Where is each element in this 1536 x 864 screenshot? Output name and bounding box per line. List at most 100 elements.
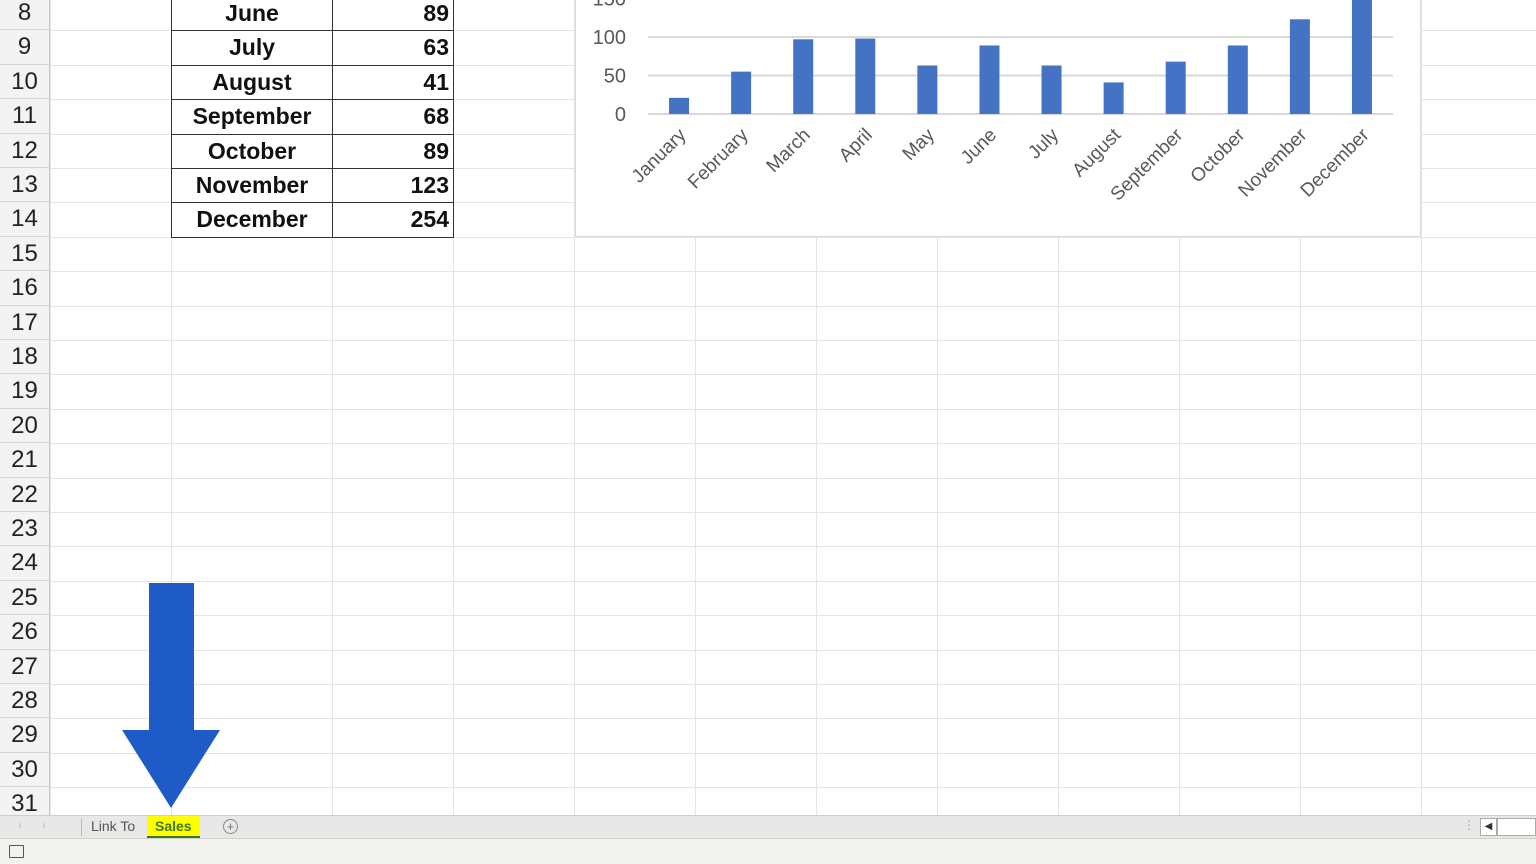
macro-record-icon[interactable] bbox=[9, 845, 24, 858]
column-gridline bbox=[171, 0, 172, 815]
column-gridline bbox=[1300, 0, 1301, 815]
y-tick-label: 100 bbox=[593, 27, 626, 49]
row-gridline bbox=[50, 408, 1536, 410]
row-header[interactable]: 12 bbox=[0, 133, 50, 168]
spreadsheet-grid[interactable]: 8 9 10 11 12 13 14 15 16 17 18 19 20 21 22 23 24 25 26 27 28… bbox=[0, 0, 1536, 815]
row-gridline bbox=[50, 684, 1536, 685]
chevron-right-icon[interactable]: › bbox=[42, 818, 46, 832]
row-header[interactable]: 16 bbox=[0, 271, 50, 306]
row-header[interactable]: 31 bbox=[0, 787, 50, 815]
bar bbox=[1103, 82, 1124, 114]
value-cell[interactable]: 254 bbox=[332, 202, 454, 238]
month-cell[interactable]: August bbox=[171, 64, 333, 101]
row-header[interactable]: 30 bbox=[0, 752, 50, 788]
bar bbox=[979, 45, 1000, 114]
month-cell[interactable]: September bbox=[171, 99, 333, 135]
row-header[interactable]: 27 bbox=[0, 649, 50, 684]
x-tick-label: October bbox=[1187, 124, 1250, 187]
column-gridline bbox=[695, 0, 696, 815]
bar bbox=[855, 38, 876, 114]
row-gridline bbox=[50, 752, 1536, 754]
month-cell[interactable]: June bbox=[171, 0, 333, 32]
column-gridline bbox=[816, 0, 817, 815]
row-gridline bbox=[50, 340, 1536, 341]
row-gridline bbox=[50, 374, 1536, 376]
value-cell[interactable]: 123 bbox=[332, 168, 454, 204]
column-gridline bbox=[1179, 0, 1180, 815]
sheet-tab-link-to[interactable]: Link To bbox=[91, 818, 136, 834]
y-tick-label: 150 bbox=[593, 0, 626, 11]
row-gridline bbox=[50, 305, 1536, 307]
row-header[interactable]: 22 bbox=[0, 477, 50, 512]
row-header[interactable]: 26 bbox=[0, 615, 50, 650]
row-gridline bbox=[50, 718, 1536, 720]
month-cell[interactable]: November bbox=[171, 168, 333, 204]
row-header[interactable]: 8 bbox=[0, 0, 50, 31]
x-tick-label: June bbox=[957, 125, 1001, 169]
row-header[interactable]: 17 bbox=[0, 305, 50, 340]
value-cell[interactable]: 63 bbox=[332, 30, 454, 66]
column-gridline bbox=[1058, 0, 1059, 815]
x-tick-label: January bbox=[628, 124, 691, 187]
x-tick-label: July bbox=[1024, 124, 1063, 163]
column-gridline bbox=[453, 0, 454, 815]
row-header[interactable]: 10 bbox=[0, 64, 50, 100]
row-header[interactable]: 20 bbox=[0, 408, 50, 444]
sheet-tab-sales[interactable]: Sales bbox=[147, 816, 200, 838]
month-cell[interactable]: October bbox=[171, 133, 333, 169]
bar bbox=[793, 39, 814, 115]
bar bbox=[1041, 65, 1062, 114]
row-gridline bbox=[50, 649, 1536, 651]
row-gridline bbox=[50, 271, 1536, 273]
row-header[interactable]: 11 bbox=[0, 99, 50, 134]
x-tick-label: February bbox=[684, 124, 753, 193]
row-header[interactable]: 24 bbox=[0, 546, 50, 581]
more-options-icon[interactable]: ⋮ bbox=[1463, 818, 1475, 832]
row-header[interactable]: 9 bbox=[0, 30, 50, 65]
y-tick-label: 50 bbox=[604, 66, 626, 88]
value-cell[interactable]: 68 bbox=[332, 99, 454, 135]
row-gridline bbox=[50, 236, 1536, 238]
row-gridline bbox=[50, 477, 1536, 479]
row-header[interactable]: 28 bbox=[0, 684, 50, 719]
bar bbox=[1289, 19, 1310, 114]
row-gridline bbox=[50, 443, 1536, 445]
month-cell[interactable]: December bbox=[171, 202, 333, 238]
row-header[interactable]: 23 bbox=[0, 512, 50, 547]
column-gridline bbox=[1421, 0, 1422, 815]
horizontal-scrollbar[interactable] bbox=[1497, 818, 1536, 836]
x-tick-label: August bbox=[1068, 124, 1125, 181]
scroll-left-button[interactable]: ◀ bbox=[1480, 818, 1497, 836]
row-gridline bbox=[50, 512, 1536, 513]
sheet-tab-bar: ‹ › Link To Sales + ⋮ ◀ bbox=[0, 815, 1536, 838]
divider bbox=[81, 818, 82, 836]
row-header[interactable]: 25 bbox=[0, 580, 50, 616]
row-header[interactable]: 29 bbox=[0, 718, 50, 753]
bar bbox=[1351, 0, 1372, 114]
month-cell[interactable]: July bbox=[171, 30, 333, 66]
row-header[interactable]: 18 bbox=[0, 340, 50, 375]
row-header[interactable]: 15 bbox=[0, 236, 50, 272]
row-header[interactable]: 14 bbox=[0, 202, 50, 237]
value-cell[interactable]: 41 bbox=[332, 64, 454, 101]
chevron-left-icon[interactable]: ‹ bbox=[18, 818, 22, 832]
row-gridline bbox=[50, 546, 1536, 548]
x-tick-label: May bbox=[899, 124, 940, 165]
bar bbox=[917, 65, 938, 114]
row-gridline bbox=[50, 615, 1536, 617]
row-header[interactable]: 21 bbox=[0, 443, 50, 478]
x-tick-label: March bbox=[763, 125, 815, 177]
plus-circle-icon[interactable]: + bbox=[223, 819, 238, 834]
y-tick-label: 0 bbox=[615, 104, 626, 126]
bar bbox=[1165, 61, 1186, 114]
column-gridline bbox=[574, 0, 575, 815]
value-cell[interactable]: 89 bbox=[332, 0, 454, 32]
row-header[interactable]: 19 bbox=[0, 374, 50, 409]
value-cell[interactable]: 89 bbox=[332, 133, 454, 169]
row-header[interactable]: 13 bbox=[0, 168, 50, 203]
x-tick-label: April bbox=[835, 125, 877, 167]
x-tick-label: December bbox=[1297, 124, 1374, 201]
bar bbox=[1227, 45, 1248, 114]
